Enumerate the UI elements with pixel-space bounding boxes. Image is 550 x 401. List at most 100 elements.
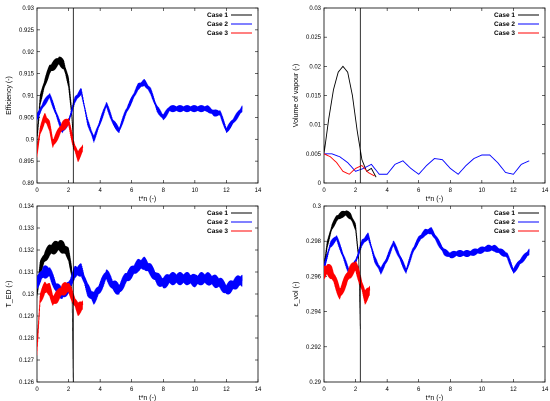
y-tick-label: 0.129 (19, 314, 35, 320)
x-tick-label: 0 (35, 387, 39, 393)
y-tick-label: 0.905 (19, 115, 35, 121)
x-tick-label: 4 (98, 387, 102, 393)
y-tick-label: 0.13 (22, 292, 34, 298)
x-axis-label: t*n (-) (139, 395, 157, 401)
x-tick-label: 8 (449, 188, 453, 194)
x-tick-label: 12 (223, 188, 230, 194)
y-tick-label: 0.02 (309, 64, 321, 70)
x-tick-label: 4 (98, 188, 102, 194)
x-tick-label: 2 (354, 188, 358, 194)
x-tick-label: 12 (510, 387, 517, 393)
chart-panel-2: 0 2 4 6 8 10 12 14 0 0.005 0.01 0.015 0.02 0.025 0.03 t… (293, 6, 549, 203)
series-line-case-3 (37, 113, 84, 162)
legend-label-case-3: Case 3 (207, 228, 228, 235)
y-tick-label: 0.298 (306, 239, 322, 245)
x-tick-label: 14 (255, 188, 262, 194)
series-group (37, 56, 243, 162)
series-group (324, 65, 530, 178)
legend-label-case-1: Case 1 (494, 12, 515, 19)
y-tick-label: 0.294 (306, 310, 322, 316)
series-line-case-1 (37, 240, 74, 382)
y-tick-label: 0.03 (309, 6, 321, 12)
x-axis-label: t*n (-) (139, 196, 157, 203)
series-line-case-1 (324, 210, 361, 330)
y-tick-label: 0.133 (19, 226, 35, 232)
y-tick-label: 0.92 (22, 50, 34, 56)
x-tick-label: 10 (192, 387, 199, 393)
series-line-case-2 (324, 153, 530, 175)
x-tick-label: 2 (354, 387, 358, 393)
y-tick-label: 0.895 (19, 159, 35, 165)
x-tick-label: 4 (385, 188, 389, 194)
x-tick-label: 14 (542, 188, 549, 194)
y-tick-label: 0.131 (19, 270, 35, 276)
legend-label-case-2: Case 2 (494, 219, 515, 226)
y-tick-label: 0.127 (19, 358, 35, 364)
x-tick-label: 6 (130, 188, 134, 194)
x-tick-label: 0 (322, 188, 326, 194)
y-tick-label: 0.93 (22, 6, 34, 12)
x-tick-label: 8 (449, 387, 453, 393)
x-tick-label: 10 (479, 188, 486, 194)
y-axis-label: T_ED (-) (6, 281, 13, 308)
x-tick-label: 6 (417, 188, 421, 194)
y-axis-label: ε_vol (-) (293, 282, 300, 307)
legend-label-case-3: Case 3 (494, 30, 515, 37)
y-axis-label: Volume of vapour (-) (293, 64, 300, 127)
series-line-case-3 (324, 153, 375, 177)
x-tick-label: 14 (255, 387, 262, 393)
series-line-case-2 (324, 227, 530, 276)
series-group (324, 210, 530, 330)
x-tick-label: 4 (385, 387, 389, 393)
y-tick-label: 0.89 (22, 181, 34, 187)
y-axis-label: Efficiency (-) (6, 76, 13, 115)
y-tick-label: 0.91 (22, 94, 34, 100)
x-tick-label: 0 (322, 387, 326, 393)
legend-label-case-2: Case 2 (494, 21, 515, 28)
series-line-case-1 (37, 56, 74, 143)
y-tick-label: 0.126 (19, 380, 35, 386)
y-tick-label: 0.015 (306, 94, 322, 100)
y-tick-label: 0.01 (309, 123, 321, 129)
series-line-case-2 (37, 256, 243, 305)
legend-label-case-2: Case 2 (207, 219, 228, 226)
y-tick-label: 0.925 (19, 28, 35, 34)
x-tick-label: 8 (162, 387, 166, 393)
y-tick-label: 0.29 (309, 380, 321, 386)
series-line-case-3 (324, 261, 371, 305)
x-tick-label: 2 (67, 387, 71, 393)
y-tick-label: 0.025 (306, 35, 322, 41)
x-tick-label: 2 (67, 188, 71, 194)
y-tick-label: 0.132 (19, 248, 35, 254)
legend-label-case-1: Case 1 (207, 12, 228, 19)
legend-label-case-3: Case 3 (494, 228, 515, 235)
y-tick-label: 0.9 (26, 137, 35, 143)
x-axis-label: t*n (-) (426, 395, 444, 401)
x-tick-label: 12 (223, 387, 230, 393)
series-line-case-2 (37, 79, 243, 143)
y-tick-label: 0.292 (306, 345, 322, 351)
x-tick-label: 14 (542, 387, 549, 393)
x-tick-label: 10 (192, 188, 199, 194)
legend-label-case-1: Case 1 (494, 210, 515, 217)
legend-label-case-3: Case 3 (207, 30, 228, 37)
series-group (37, 240, 243, 382)
x-tick-label: 6 (417, 387, 421, 393)
y-tick-label: 0.128 (19, 336, 35, 342)
x-tick-label: 0 (35, 188, 39, 194)
legend-label-case-1: Case 1 (207, 210, 228, 217)
y-tick-label: 0.296 (306, 274, 322, 280)
x-tick-label: 10 (479, 387, 486, 393)
plot-frame (323, 205, 546, 383)
legend-label-case-2: Case 2 (207, 21, 228, 28)
chart-panel-1: 0 2 4 6 8 10 12 14 0.89 0.895 0.9 0.905 0.91 0.915 0.9… (6, 6, 262, 203)
y-tick-label: 0 (318, 181, 322, 187)
x-tick-label: 6 (130, 387, 134, 393)
x-tick-label: 12 (510, 188, 517, 194)
series-line-case-3 (37, 281, 84, 356)
x-tick-label: 8 (162, 188, 166, 194)
y-tick-label: 0.005 (306, 152, 322, 158)
y-tick-label: 0.134 (19, 204, 35, 210)
chart-panel-3: 0 2 4 6 8 10 12 14 0.126 0.127 0.128 0.129 0.13 0.131… (6, 204, 262, 401)
